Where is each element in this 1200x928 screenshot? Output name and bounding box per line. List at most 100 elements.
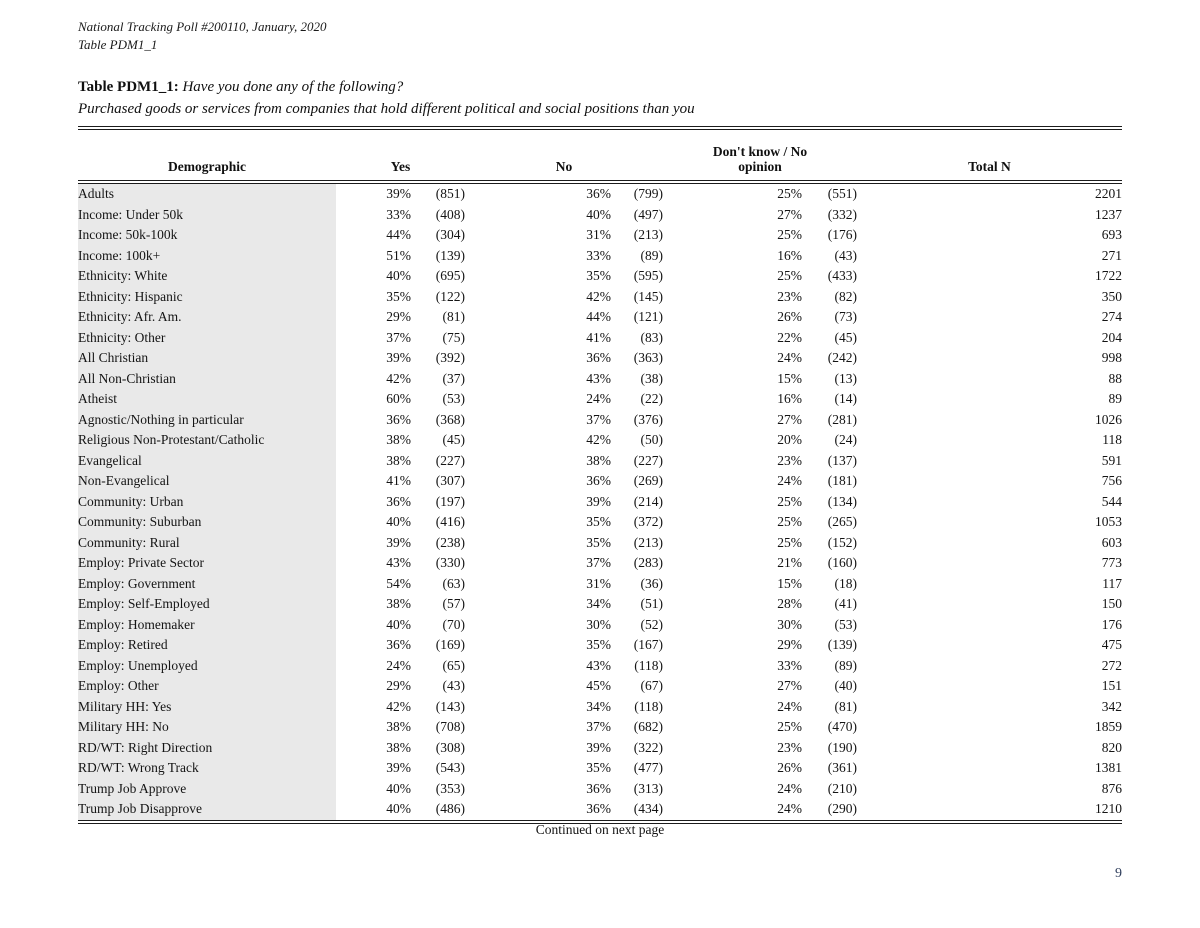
cell-dk-pct: 15% — [777, 575, 802, 591]
cell-total-n: 2201 — [1095, 186, 1122, 201]
cell-dk-count: (210) — [827, 780, 857, 796]
cell-no-count: (363) — [633, 350, 663, 365]
cell-yes-pct: 39% — [386, 534, 411, 550]
cell-total-n: 603 — [1101, 534, 1122, 550]
cell-yes-pct: 36% — [386, 637, 411, 652]
cell-no-pct: 43% — [586, 657, 611, 673]
table-header-row: Demographic Yes No Don't know / No opini… — [78, 128, 1122, 182]
table-row: Non-Evangelical 41% (307) 36% (269) 24% (181) 7… — [78, 471, 1122, 492]
cell-yes-count: (70) — [442, 616, 466, 632]
table-header: Demographic Yes No Don't know / No opini… — [78, 128, 1122, 182]
cell-demographic: Community: Suburban — [78, 512, 336, 533]
cell-no-count: (227) — [633, 452, 663, 468]
cell-yes-count: (63) — [442, 575, 466, 591]
table-row: Employ: Private Sector 43% (330) 37% (283) 21… — [78, 553, 1122, 574]
cell-total-n: 350 — [1101, 288, 1122, 304]
table-title-label: Table PDM1_1: — [78, 79, 179, 95]
cell-dk-count: (242) — [827, 350, 857, 365]
cell-demographic: Ethnicity: Afr. Am. — [78, 307, 336, 328]
table-title-subtitle: Purchased goods or services from compani… — [78, 100, 695, 117]
poll-meta-line2: Table PDM1_1 — [78, 36, 158, 52]
table-row: All Christian 39% (392) 36% (363) 24% (242) 998 — [78, 348, 1122, 369]
cell-yes-count: (708) — [435, 719, 465, 734]
cell-dk-count: (332) — [827, 206, 857, 222]
cell-demographic: RD/WT: Wrong Track — [78, 758, 336, 779]
cell-dk-pct: 20% — [777, 432, 802, 447]
cell-dk-count: (265) — [827, 514, 857, 529]
cell-dk-count: (134) — [827, 493, 857, 509]
cell-no-pct: 24% — [586, 391, 611, 406]
cell-yes-count: (169) — [435, 637, 465, 652]
cell-dk-count: (89) — [834, 657, 858, 673]
cell-yes-count: (695) — [435, 268, 465, 283]
cell-yes-pct: 29% — [386, 309, 411, 324]
cell-dk-pct: 27% — [777, 411, 802, 427]
cell-dk-count: (139) — [827, 637, 857, 652]
cell-no-pct: 35% — [586, 637, 611, 652]
cell-no-count: (269) — [633, 473, 663, 488]
cell-dk-count: (40) — [834, 678, 858, 693]
cell-no-count: (52) — [640, 616, 664, 632]
cell-demographic: RD/WT: Right Direction — [78, 737, 336, 758]
cell-no-count: (595) — [633, 268, 663, 283]
cell-demographic: Ethnicity: Hispanic — [78, 286, 336, 307]
cell-demographic: Military HH: No — [78, 717, 336, 738]
cell-total-n: 272 — [1101, 657, 1122, 673]
cell-demographic: Employ: Homemaker — [78, 614, 336, 635]
table-row: Ethnicity: Hispanic 35% (122) 42% (145) 23% (8… — [78, 286, 1122, 307]
cell-dk-pct: 25% — [777, 186, 802, 201]
table-row: Employ: Homemaker 40% (70) 30% (52) 30% (53) 17… — [78, 614, 1122, 635]
cell-yes-count: (416) — [435, 514, 465, 529]
cell-demographic: Atheist — [78, 389, 336, 410]
col-header-dont-know: Don't know / No opinion — [663, 128, 857, 182]
cell-yes-count: (65) — [442, 657, 466, 673]
cell-no-count: (322) — [633, 739, 663, 755]
cell-yes-count: (53) — [442, 391, 466, 406]
cell-no-pct: 39% — [586, 739, 611, 755]
cell-demographic: Adults — [78, 182, 336, 205]
cell-demographic: Income: Under 50k — [78, 204, 336, 225]
cell-dk-pct: 24% — [777, 473, 802, 488]
cell-no-pct: 42% — [586, 288, 611, 304]
cell-no-count: (213) — [633, 534, 663, 550]
cell-total-n: 773 — [1101, 555, 1122, 570]
cell-no-count: (213) — [633, 227, 663, 242]
cell-total-n: 274 — [1101, 309, 1122, 324]
cell-no-pct: 31% — [586, 227, 611, 242]
cell-dk-pct: 29% — [777, 637, 802, 652]
cell-no-count: (376) — [633, 411, 663, 427]
cell-dk-pct: 25% — [777, 534, 802, 550]
cell-demographic: Agnostic/Nothing in particular — [78, 409, 336, 430]
table-row: Trump Job Approve 40% (353) 36% (313) 24% (210… — [78, 778, 1122, 799]
table-row: Income: 50k-100k 44% (304) 31% (213) 25% (176)… — [78, 225, 1122, 246]
cell-dk-count: (81) — [834, 698, 858, 714]
cell-demographic: Military HH: Yes — [78, 696, 336, 717]
cell-yes-pct: 33% — [386, 206, 411, 222]
cell-demographic: Employ: Unemployed — [78, 655, 336, 676]
cell-no-count: (67) — [640, 678, 664, 693]
cell-no-count: (167) — [633, 637, 663, 652]
cell-yes-pct: 39% — [386, 350, 411, 365]
cell-no-pct: 44% — [586, 309, 611, 324]
cell-demographic: Income: 50k-100k — [78, 225, 336, 246]
cell-no-pct: 35% — [586, 514, 611, 529]
table-row: Income: 100k+ 51% (139) 33% (89) 16% (43) 271 — [78, 245, 1122, 266]
cell-dk-count: (290) — [827, 801, 857, 816]
cell-yes-pct: 41% — [386, 473, 411, 488]
cell-dk-pct: 27% — [777, 206, 802, 222]
cell-no-count: (89) — [640, 247, 664, 263]
cell-yes-pct: 38% — [386, 739, 411, 755]
table-row: Employ: Other 29% (43) 45% (67) 27% (40) 151 — [78, 676, 1122, 697]
cell-dk-count: (176) — [827, 227, 857, 242]
cell-dk-pct: 24% — [777, 350, 802, 365]
cell-yes-count: (122) — [435, 288, 465, 304]
cell-total-n: 544 — [1101, 493, 1122, 509]
cell-dk-pct: 33% — [777, 657, 802, 673]
cell-no-pct: 38% — [586, 452, 611, 468]
cell-demographic: Ethnicity: Other — [78, 327, 336, 348]
cell-no-count: (83) — [640, 329, 664, 345]
crosstab-table: Demographic Yes No Don't know / No opini… — [78, 126, 1122, 824]
cell-total-n: 1381 — [1095, 760, 1122, 775]
cell-total-n: 89 — [1108, 391, 1123, 406]
cell-dk-count: (137) — [827, 452, 857, 468]
